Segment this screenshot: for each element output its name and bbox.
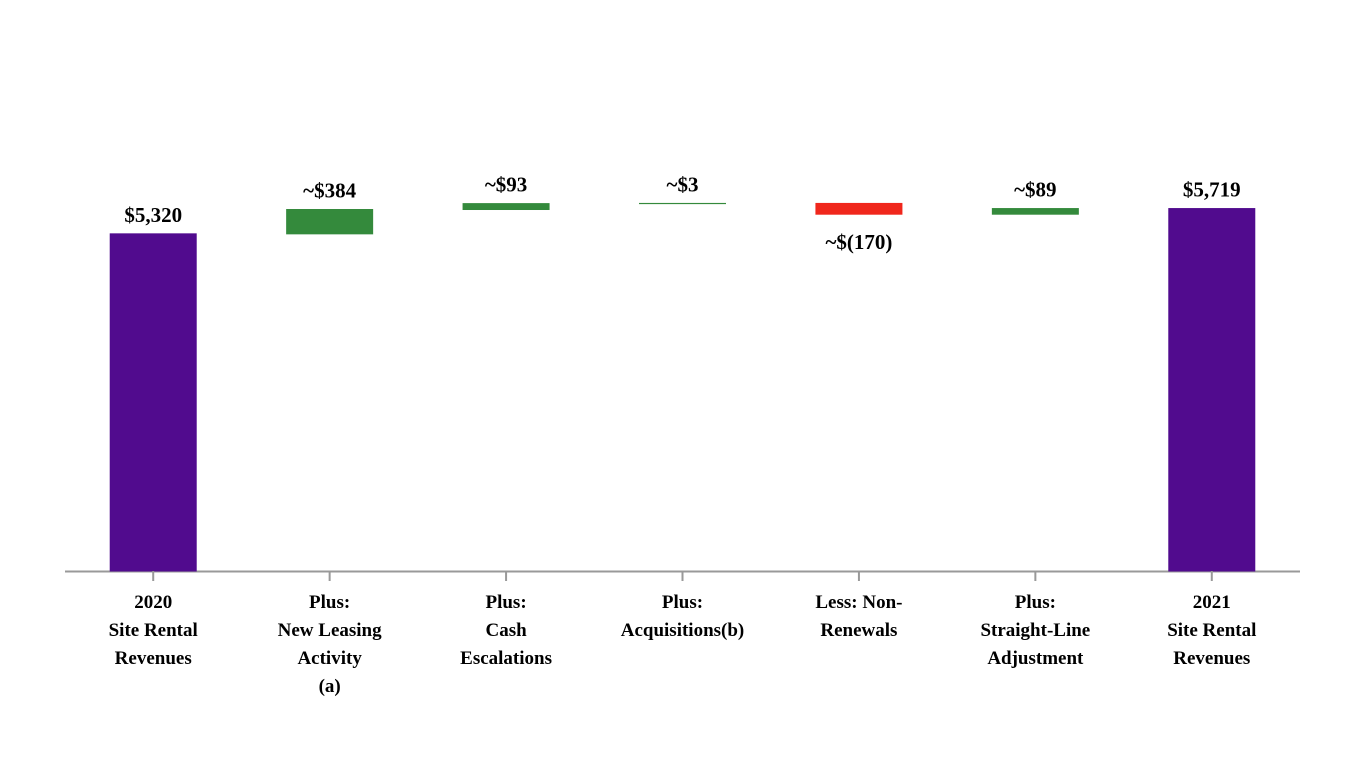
x-tick-label: Plus: [485,592,526,613]
x-tick-label: Adjustment [987,648,1084,669]
x-tick-label: 2021 [1193,592,1231,613]
bar [109,233,197,572]
x-tick-label: Plus: [662,592,703,613]
value-label: $5,719 [1183,178,1241,202]
x-tick-label: Plus: [309,592,350,613]
x-tick-label: Site Rental [109,620,198,641]
x-tick-label: Acquisitions(b) [621,620,745,641]
x-tick-label: Revenues [115,648,192,669]
x-tick-label: Revenues [1173,648,1250,669]
value-label: ~$3 [667,172,699,196]
value-label: ~$(170) [825,230,892,254]
x-tick-label: Cash [485,620,527,641]
x-tick-label: Less: Non- [815,592,902,613]
bar [462,203,550,211]
value-label: ~$89 [1014,178,1056,202]
x-tick-label: (a) [319,676,341,697]
bar [815,202,903,215]
bar [991,208,1079,215]
value-label: ~$384 [303,179,356,203]
x-tick-label: 2020 [134,592,172,613]
x-tick-label: Renewals [820,620,897,641]
value-label: ~$93 [485,173,527,197]
value-label: $5,320 [124,203,182,227]
x-tick-label: Escalations [460,648,552,669]
x-tick-label: Activity [297,648,362,669]
bar [286,209,374,235]
x-tick-label: Plus: [1015,592,1056,613]
x-tick-label: Straight-Line [980,620,1090,641]
x-tick-label: New Leasing [278,620,382,641]
bar [1168,208,1256,572]
x-tick-label: Site Rental [1167,620,1256,641]
